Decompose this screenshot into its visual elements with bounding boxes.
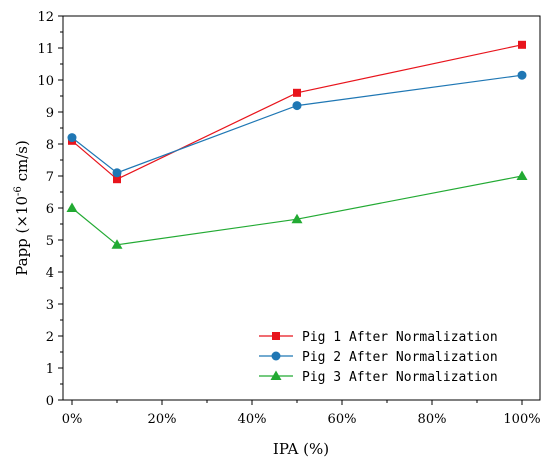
data-point <box>516 170 528 180</box>
series-line <box>71 175 523 246</box>
legend-marker <box>271 351 281 361</box>
series-3 <box>66 170 528 249</box>
y-tick-label: 5 <box>46 234 54 249</box>
data-point <box>293 88 301 97</box>
x-tick-label: 100% <box>503 412 540 427</box>
legend-item: Pig 3 After Normalization <box>259 370 498 385</box>
data-point <box>67 133 77 143</box>
y-tick-label: 2 <box>46 330 54 345</box>
data-point <box>66 202 78 212</box>
y-tick-label: 11 <box>37 42 54 57</box>
y-tick-label: 9 <box>46 106 54 121</box>
y-tick-label: 12 <box>37 10 54 25</box>
series-2 <box>67 70 527 178</box>
x-tick-label: 0% <box>62 412 83 427</box>
x-tick-label: 60% <box>328 412 357 427</box>
y-axis-title-main: Papp (×10 <box>13 196 31 276</box>
y-tick-label: 4 <box>46 266 54 281</box>
data-point <box>291 213 303 224</box>
series-1 <box>68 40 526 184</box>
y-tick-label: 7 <box>46 170 54 185</box>
data-point <box>111 239 123 249</box>
data-point <box>113 175 121 184</box>
legend-item: Pig 2 After Normalization <box>259 350 498 365</box>
legend-label: Pig 3 After Normalization <box>302 370 498 385</box>
y-axis-title: Papp (×10-6 cm/s) <box>13 140 31 276</box>
y-tick-label: 3 <box>46 298 54 313</box>
series-layer <box>66 40 528 249</box>
y-tick-label: 6 <box>46 202 54 217</box>
legend-marker <box>272 332 280 340</box>
x-tick-label: 20% <box>148 412 177 427</box>
y-tick-label: 1 <box>46 362 54 377</box>
data-point <box>517 70 527 80</box>
y-axis-title-exponent: -6 <box>13 186 24 196</box>
legend-item: Pig 1 After Normalization <box>259 330 498 345</box>
x-tick-label: 80% <box>418 412 447 427</box>
series-line <box>71 44 523 180</box>
legend-label: Pig 1 After Normalization <box>302 330 498 345</box>
series-line <box>71 74 523 174</box>
data-point <box>112 168 122 178</box>
y-axis-title-unit: cm/s) <box>13 140 31 186</box>
data-point <box>518 40 526 49</box>
x-tick-label: 40% <box>238 412 267 427</box>
data-point <box>292 101 302 111</box>
x-axis-title: IPA (%) <box>273 440 329 458</box>
legend-marker <box>270 370 282 380</box>
y-tick-label: 10 <box>37 74 54 89</box>
y-tick-label: 0 <box>46 394 54 409</box>
legend-label: Pig 2 After Normalization <box>302 350 498 365</box>
y-tick-label: 8 <box>46 138 54 153</box>
legend: Pig 1 After Normalization Pig 2 After Nor… <box>259 330 498 385</box>
